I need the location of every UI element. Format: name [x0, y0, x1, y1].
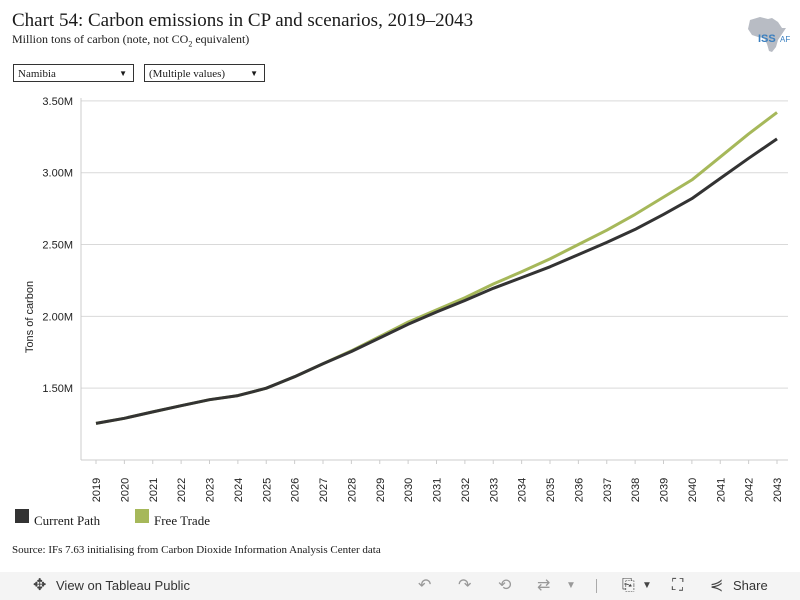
y-tick-label: 2.50M: [42, 240, 73, 252]
source-note: Source: IFs 7.63 initialising from Carbo…: [12, 544, 381, 556]
x-tick-label: 2020: [119, 478, 131, 502]
x-tick-label: 2039: [659, 478, 671, 502]
x-tick-label: 2042: [744, 478, 756, 502]
logo-text-suffix: AF: [780, 35, 790, 44]
x-tick-label: 2022: [176, 478, 188, 502]
x-tick-label: 2032: [460, 478, 472, 502]
x-tick-label: 2028: [346, 478, 358, 502]
x-tick-label: 2026: [290, 478, 302, 502]
y-tick-label: 1.50M: [42, 383, 73, 395]
x-tick-label: 2030: [403, 478, 415, 502]
undo-icon[interactable]: ↶: [418, 577, 432, 594]
legend-label-current-path: Current Path: [34, 513, 101, 528]
x-tick-label: 2033: [488, 478, 500, 502]
line-chart: 1.50M 2.00M 2.50M 3.00M 3.50M 2019 2020 2021 202…: [24, 96, 788, 502]
chart-title: Chart 54: Carbon emissions in CP and sce…: [12, 10, 474, 31]
y-tick-label: 2.00M: [42, 311, 73, 323]
x-tick-label: 2031: [432, 478, 444, 502]
logo-text-main: ISS: [758, 33, 776, 45]
scenario-dropdown[interactable]: (Multiple values) ▼: [144, 64, 265, 82]
x-tick-label: 2041: [715, 478, 727, 502]
chevron-down-icon: ▼: [250, 69, 258, 78]
legend-swatch-free-trade: [135, 509, 149, 523]
subtitle-prefix: Million tons of carbon (note, not CO: [12, 32, 189, 46]
share-icon[interactable]: ⋞: [710, 577, 724, 594]
y-tick-label: 3.00M: [42, 168, 73, 180]
chart-subtitle: Million tons of carbon (note, not CO2 eq…: [12, 32, 249, 48]
x-tick-label: 2034: [517, 478, 529, 502]
x-tick-label: 2024: [233, 478, 245, 502]
chevron-down-icon: ▼: [119, 69, 127, 78]
series-line-free-trade[interactable]: [95, 111, 778, 425]
chart-legend: Current Path Free Trade: [0, 509, 800, 529]
view-on-tableau-link[interactable]: View on Tableau Public: [56, 578, 190, 593]
x-tick-label: 2043: [772, 478, 784, 502]
x-tick-label: 2038: [630, 478, 642, 502]
legend-swatch-current-path: [15, 509, 29, 523]
x-tick-label: 2036: [573, 478, 585, 502]
x-tick-label: 2025: [261, 478, 273, 502]
x-tick-label: 2029: [375, 478, 387, 502]
fullscreen-icon[interactable]: ⛶: [672, 577, 684, 594]
subtitle-suffix: equivalent): [192, 32, 250, 46]
toolbar-divider: [596, 579, 597, 593]
x-tick-label: 2019: [91, 478, 103, 502]
download-icon[interactable]: ⎘: [622, 577, 635, 594]
scenario-dropdown-value: (Multiple values): [149, 68, 226, 80]
axes: 1.50M 2.00M 2.50M 3.00M 3.50M 2019 2020 2021 202…: [42, 96, 788, 502]
share-button[interactable]: Share: [733, 578, 768, 593]
series-lines: [95, 111, 778, 425]
x-tick-label: 2037: [602, 478, 614, 502]
x-tick-label: 2023: [205, 478, 217, 502]
revert-icon[interactable]: ⟲: [498, 577, 512, 594]
chevron-down-icon[interactable]: ▼: [642, 580, 652, 591]
legend-label-free-trade: Free Trade: [154, 513, 210, 528]
x-tick-label: 2040: [687, 478, 699, 502]
y-tick-label: 3.50M: [42, 96, 73, 108]
tableau-icon: ✥: [33, 577, 47, 594]
country-dropdown[interactable]: Namibia ▼: [13, 64, 134, 82]
issaf-logo: ISS AF: [748, 17, 790, 52]
tableau-toolbar: ✥ View on Tableau Public ↶ ↷ ⟲ ⇄ ▼ ⎘ ▼ ⛶…: [0, 572, 800, 600]
grid-lines: [81, 100, 788, 389]
x-tick-label: 2021: [148, 478, 160, 502]
series-line-current-path[interactable]: [95, 137, 778, 425]
subtitle-subscript: 2: [188, 39, 193, 49]
refresh-icon[interactable]: ⇄: [537, 577, 551, 594]
redo-icon[interactable]: ↷: [458, 577, 472, 594]
country-dropdown-value: Namibia: [18, 68, 56, 80]
x-tick-label: 2027: [318, 478, 330, 502]
y-axis-label: Tons of carbon: [24, 281, 36, 353]
chevron-down-icon[interactable]: ▼: [566, 580, 576, 591]
x-tick-label: 2035: [545, 478, 557, 502]
